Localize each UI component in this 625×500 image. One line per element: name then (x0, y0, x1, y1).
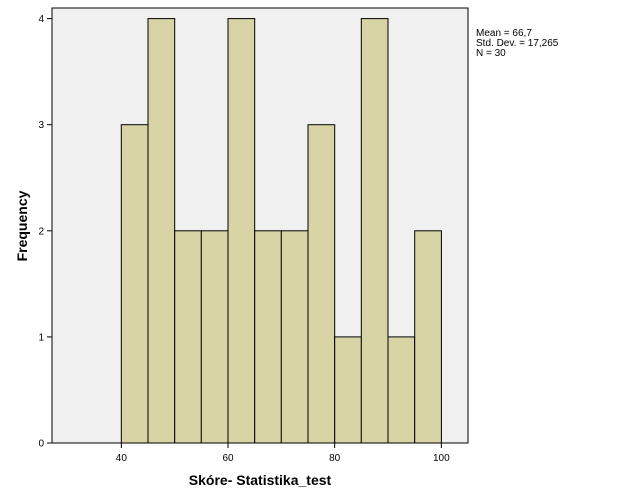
stats-n: N = 30 (476, 48, 506, 59)
x-tick-label: 40 (116, 453, 128, 464)
histogram-bar (360, 18, 389, 444)
histogram-bar (174, 230, 202, 444)
histogram-bar (307, 124, 336, 444)
stats-mean: Mean = 66,7 (476, 28, 532, 39)
histogram-bar (147, 18, 176, 444)
histogram-bar (414, 230, 442, 444)
y-tick-label: 2 (38, 226, 44, 237)
x-tick-label: 100 (433, 453, 450, 464)
x-tick-label: 80 (329, 453, 341, 464)
stats-box: Mean = 66,7 Std. Dev. = 17,265 N = 30 (476, 28, 559, 59)
y-tick-label: 1 (38, 332, 44, 343)
y-tick-label: 0 (38, 439, 44, 450)
histogram-bar (120, 124, 149, 444)
bars (120, 18, 442, 444)
x-axis-title: Skóre- Statistika_test (189, 472, 332, 488)
histogram-bar (200, 230, 229, 444)
y-tick-label: 3 (38, 120, 44, 131)
histogram-bar (387, 336, 416, 444)
stats-std-dev: Std. Dev. = 17,265 (476, 38, 559, 49)
histogram-bar (334, 336, 362, 444)
y-axis-ticks: 0 1 2 3 4 (38, 14, 52, 450)
histogram-bar (227, 18, 256, 444)
histogram-bar (280, 230, 309, 444)
x-axis-ticks: 40 60 80 100 (116, 443, 450, 464)
histogram-bar (254, 230, 282, 444)
y-axis-title: Frequency (14, 190, 30, 261)
y-tick-label: 4 (38, 14, 44, 25)
x-tick-label: 60 (222, 453, 234, 464)
